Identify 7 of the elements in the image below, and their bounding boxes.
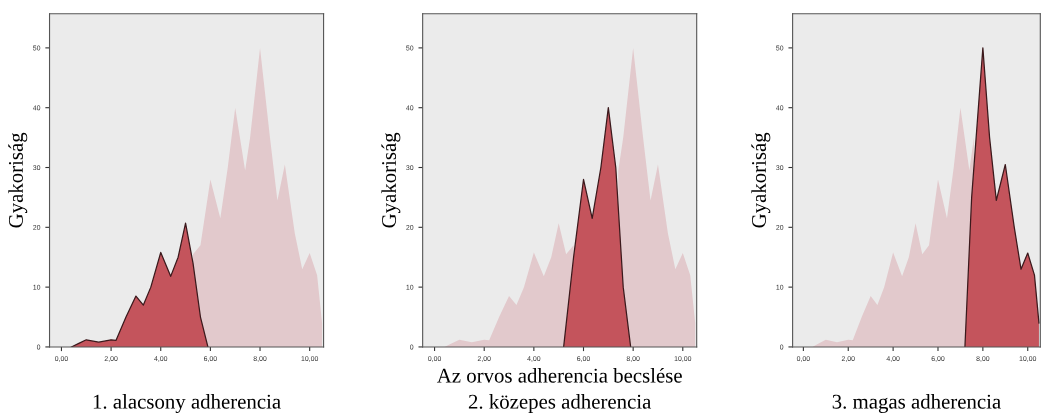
x-axis-title: Az orvos adherencia becslése — [436, 367, 682, 383]
y-axis-title: Gyakoriság — [751, 132, 771, 228]
text: 3. magas adherencia — [832, 394, 1001, 413]
y-axis-title: Gyakoriság — [381, 132, 401, 228]
text: 1. alacsony adherencia — [93, 394, 281, 413]
text: 2. közepes adherencia — [468, 394, 652, 413]
y-axis-title: Gyakoriság — [8, 132, 28, 228]
